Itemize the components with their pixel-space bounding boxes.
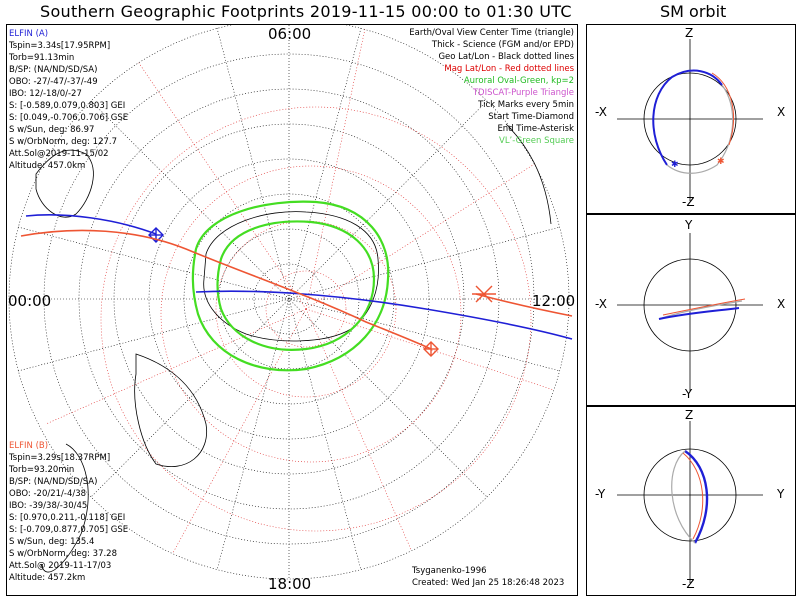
legend-item: Earth/Oval View Center Time (triangle) — [409, 28, 574, 38]
created-timestamp: Created: Wed Jan 25 18:26:48 2023 — [412, 578, 565, 588]
svg-text:✱: ✱ — [671, 160, 679, 170]
map-legend: Earth/Oval View Center Time (triangle) T… — [409, 27, 574, 147]
elfin-a-line: S w/OrbNorm, deg: 127.7 — [9, 137, 118, 147]
elfin-b-line: S: [0.970,0.211,-0.118] GEI — [9, 513, 126, 523]
auroral-oval — [191, 200, 390, 372]
sm-yz-top-label: Z — [685, 408, 694, 422]
clock-label-right: 12:00 — [532, 292, 576, 310]
legend-item: Thick - Science (FGM and/or EPD) — [431, 40, 574, 50]
sm-xy-left-label: -X — [595, 297, 607, 311]
elfin-a-track — [25, 214, 573, 340]
elfin-b-line: IBO: -39/38/-30/45 — [9, 501, 88, 511]
elfin-b-markers — [423, 285, 496, 357]
legend-item: Auroral Oval-Green, kp=2 — [463, 76, 574, 86]
legend-item: Tick Marks every 5min — [478, 100, 574, 110]
elfin-b-line: OBO: -20/21/-4/38 — [9, 489, 87, 499]
elfin-a-name: ELFIN (A) — [9, 29, 49, 39]
elfin-b-line: Att.Sol@ 2019-11-17/03 — [9, 561, 112, 571]
sm-xz-right-label: X — [777, 105, 786, 119]
sm-orbit-title: SM orbit — [660, 2, 727, 21]
sm-xz-left-label: -X — [595, 105, 607, 119]
elfin-b-line: B/SP: (NA/ND/SD/SA) — [9, 477, 98, 487]
legend-item: Start Time-Diamond — [488, 112, 574, 122]
sm-xy-bottom-label: -Y — [682, 387, 693, 401]
elfin-a-line: B/SP: (NA/ND/SD/SA) — [9, 65, 98, 75]
elfin-a-info: ELFIN (A) Tspin=3.34s[17.95RPM] Torb=91.… — [9, 28, 128, 172]
sm-yz-bottom-label: -Z — [682, 577, 695, 591]
coastlines — [35, 123, 552, 573]
sm-panel-yz: Z -Z -Y Y — [586, 406, 796, 596]
sm-yz-left-label: -Y — [595, 487, 606, 501]
sm-xz-bottom-label: -Z — [682, 195, 695, 209]
elfin-a-line: S w/Sun, deg: 86.97 — [9, 125, 95, 135]
clock-label-top: 06:00 — [268, 25, 312, 43]
elfin-a-line: Att.Sol@2019-11-15/02 — [9, 149, 109, 159]
elfin-b-line: S: [-0.709,0.877,0.705] GSE — [9, 525, 129, 535]
model-credit: Tsyganenko-1996 — [412, 566, 487, 576]
polar-map[interactable] — [6, 24, 578, 596]
legend-item: VL’-Green Square — [499, 136, 574, 146]
elfin-b-name: ELFIN (B) — [9, 441, 49, 451]
elfin-a-line: Tspin=3.34s[17.95RPM] — [9, 41, 111, 51]
elfin-a-line: Altitude: 457.0km — [9, 161, 86, 171]
elfin-b-line: Altitude: 457.2km — [9, 573, 86, 583]
elfin-b-info: ELFIN (B) Tspin=3.29s[18.37RPM] Torb=93.… — [9, 440, 128, 584]
elfin-a-line: S: [-0.589,0.079,0.803] GEI — [9, 101, 126, 111]
elfin-a-line: S: [0.049,-0.706,0.706] GSE — [9, 113, 129, 123]
clock-label-left: 00:00 — [8, 292, 52, 310]
elfin-b-line: Tspin=3.29s[18.37RPM] — [9, 453, 111, 463]
page-title: Southern Geographic Footprints 2019-11-1… — [40, 2, 572, 21]
map-frame — [6, 24, 578, 596]
elfin-b-line: S w/OrbNorm, deg: 37.28 — [9, 549, 118, 559]
elfin-a-line: IBO: 12/-18/0/-27 — [9, 89, 82, 99]
legend-item: Geo Lat/Lon - Black dotted lines — [438, 52, 574, 62]
elfin-a-line: Torb=91.13min — [9, 53, 75, 63]
sm-xy-plot[interactable] — [587, 215, 795, 405]
sm-panel-xz: ✱ ✱ Z -Z -X X — [586, 24, 796, 214]
sm-xz-plot[interactable]: ✱ ✱ — [587, 25, 795, 213]
sm-panel-xy: Y -Y -X X — [586, 214, 796, 406]
svg-text:✱: ✱ — [717, 157, 725, 167]
elfin-b-line: Torb=93.20min — [9, 465, 75, 475]
elfin-b-track — [20, 229, 573, 350]
legend-item: Mag Lat/Lon - Red dotted lines — [444, 64, 574, 74]
elfin-b-line: S w/Sun, deg: 135.4 — [9, 537, 95, 547]
sm-yz-plot[interactable] — [587, 407, 795, 595]
legend-item: End Time-Asterisk — [497, 124, 574, 134]
clock-label-bottom: 18:00 — [268, 575, 312, 593]
sm-yz-right-label: Y — [777, 487, 785, 501]
elfin-a-line: OBO: -27/-47/-37/-49 — [9, 77, 98, 87]
sm-xy-right-label: X — [777, 297, 786, 311]
map-footer: Tsyganenko-1996 Created: Wed Jan 25 18:2… — [412, 565, 564, 589]
sm-xz-top-label: Z — [685, 26, 694, 40]
legend-item: TDISCAT-Purple Triangle — [472, 88, 574, 98]
sm-xy-top-label: Y — [685, 218, 693, 232]
mag-grid — [45, 24, 567, 579]
